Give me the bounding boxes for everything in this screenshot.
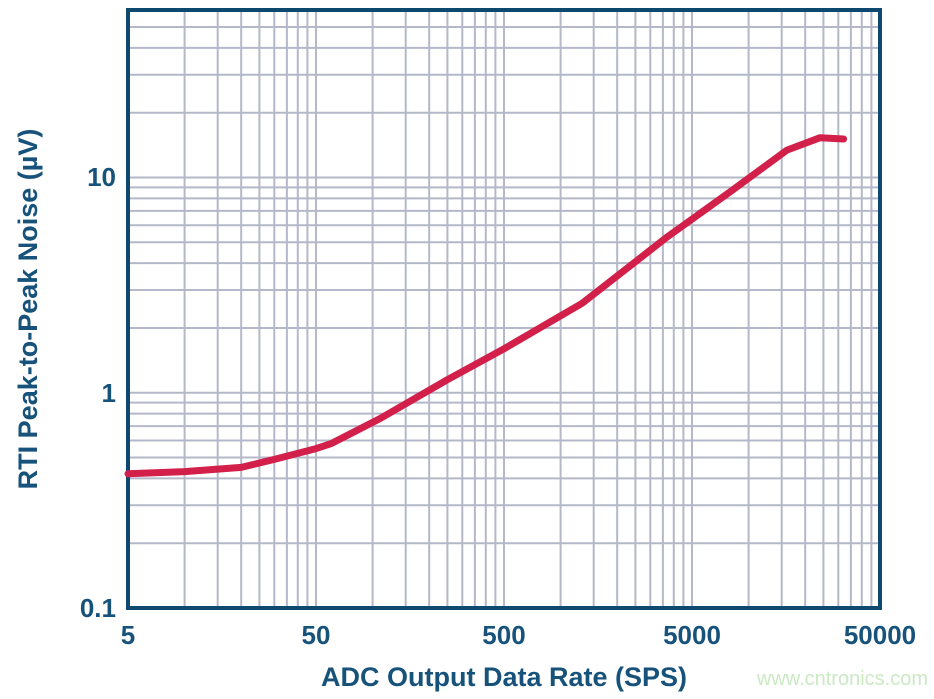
- noise-curve: [124, 134, 848, 478]
- x-axis-title: ADC Output Data Rate (SPS): [320, 662, 688, 692]
- x-tick-label: 5: [120, 620, 136, 650]
- y-tick-label: 0.1: [79, 593, 116, 623]
- plot-border: [126, 8, 882, 610]
- y-axis-title: RTI Peak-to-Peak Noise (µV): [13, 128, 43, 490]
- x-tick-label: 5000: [663, 620, 721, 650]
- y-tick-label: 1: [101, 377, 116, 408]
- gridlines: [127, 10, 881, 609]
- y-tick-label: 10: [87, 162, 116, 193]
- x-tick-label: 500: [482, 620, 526, 650]
- x-tick-label: 50: [301, 620, 331, 650]
- watermark: www.cntronics.com: [756, 668, 928, 690]
- x-tick-label: 50000: [843, 620, 917, 650]
